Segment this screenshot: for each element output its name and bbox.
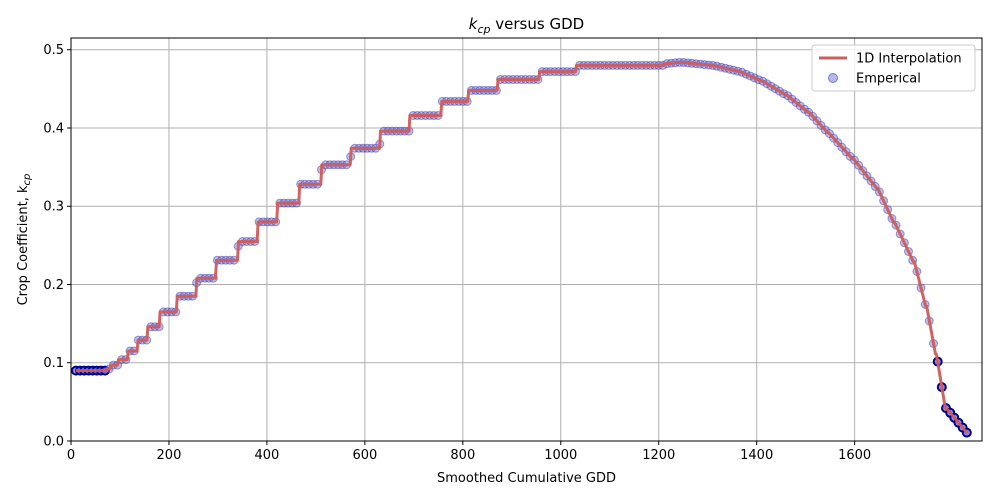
- legend-point-swatch: [828, 73, 838, 83]
- x-tick-label: 600: [352, 448, 377, 463]
- title-rest: versus GDD: [491, 15, 585, 33]
- y-tick-label: 0.3: [43, 200, 64, 215]
- x-tick-label: 1600: [838, 448, 871, 463]
- x-tick-label: 800: [450, 448, 475, 463]
- y-tick-label: 0.4: [43, 121, 64, 136]
- interpolation-line: [75, 60, 969, 435]
- legend-label-interpolation: 1D Interpolation: [856, 52, 962, 67]
- x-tick-label: 0: [67, 448, 75, 463]
- y-tick-label: 0.0: [43, 435, 64, 450]
- y-tick-label: 0.2: [43, 278, 64, 293]
- x-tick-label: 1400: [740, 448, 773, 463]
- legend: 1D Interpolation Emperical: [811, 44, 976, 92]
- y-tick-label: 0.1: [43, 356, 64, 371]
- y-label-subscript: cp: [22, 174, 33, 186]
- y-label-main: Crop Coefficient, k: [16, 185, 31, 305]
- plot-frame: [70, 37, 983, 442]
- y-axis-label: Crop Coefficient, kcp: [16, 174, 33, 306]
- y-tick-label: 0.5: [43, 43, 64, 58]
- chart-title: kcp versus GDD: [469, 15, 584, 36]
- x-tick-label: 200: [157, 448, 182, 463]
- x-tick-label: 1200: [642, 448, 675, 463]
- title-subscript: cp: [477, 23, 490, 36]
- title-k: k: [469, 15, 479, 33]
- legend-box: [811, 44, 976, 92]
- legend-label-empirical: Emperical: [856, 72, 921, 87]
- x-axis-label: Smoothed Cumulative GDD: [437, 471, 616, 486]
- x-tick-label: 1000: [544, 448, 577, 463]
- series-interpolation: [75, 60, 969, 435]
- axis-ticks: 0 200 400 600 800 1000 1200 1400 1600 0.0 0.1 0.2 0.…: [43, 43, 871, 463]
- x-tick-label: 400: [254, 448, 279, 463]
